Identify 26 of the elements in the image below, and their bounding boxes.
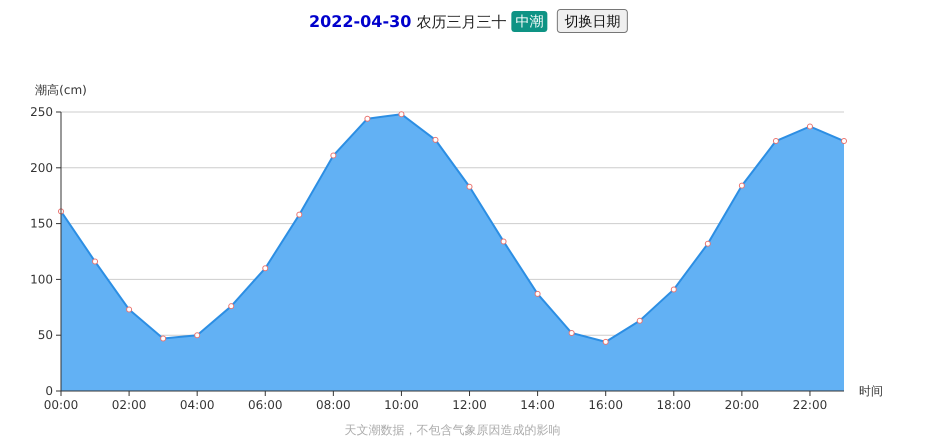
x-tick-label: 18:00: [656, 398, 692, 412]
x-tick-label: 16:00: [588, 398, 623, 412]
y-tick-label: 250: [30, 105, 53, 119]
y-tick-label: 150: [30, 216, 53, 231]
header: 2022-04-30 农历三月三十 中潮 切换日期: [309, 9, 628, 33]
y-tick-label: 200: [30, 160, 53, 175]
x-tick-label: 10:00: [384, 398, 419, 412]
x-tick-label: 22:00: [792, 398, 828, 412]
x-tick-label: 14:00: [520, 398, 555, 412]
x-tick-label: 20:00: [724, 398, 760, 412]
chart-subtitle: 农历三月三十: [416, 13, 506, 31]
badge: 中潮: [511, 11, 548, 32]
x-tick-label: 04:00: [180, 398, 214, 412]
y-tick-label: 0: [45, 384, 53, 398]
x-tick-label: 00:00: [44, 398, 78, 412]
x-tick-label: 08:00: [316, 398, 351, 412]
x-axis-title: 时间: [859, 384, 883, 398]
text: 天文潮数据，不包含气象原因造成的影响: [344, 423, 560, 437]
y-tick-label: 100: [30, 272, 53, 286]
chart-title: 2022-04-30: [309, 12, 412, 31]
x-tick-label: 02:00: [112, 398, 146, 412]
x-tick-label: 12:00: [452, 398, 487, 412]
y-axis-title: 潮高(cm): [35, 83, 87, 97]
button: 切换日期: [556, 9, 628, 33]
y-tick-label: 50: [38, 328, 53, 342]
x-tick-label: 06:00: [248, 398, 283, 412]
